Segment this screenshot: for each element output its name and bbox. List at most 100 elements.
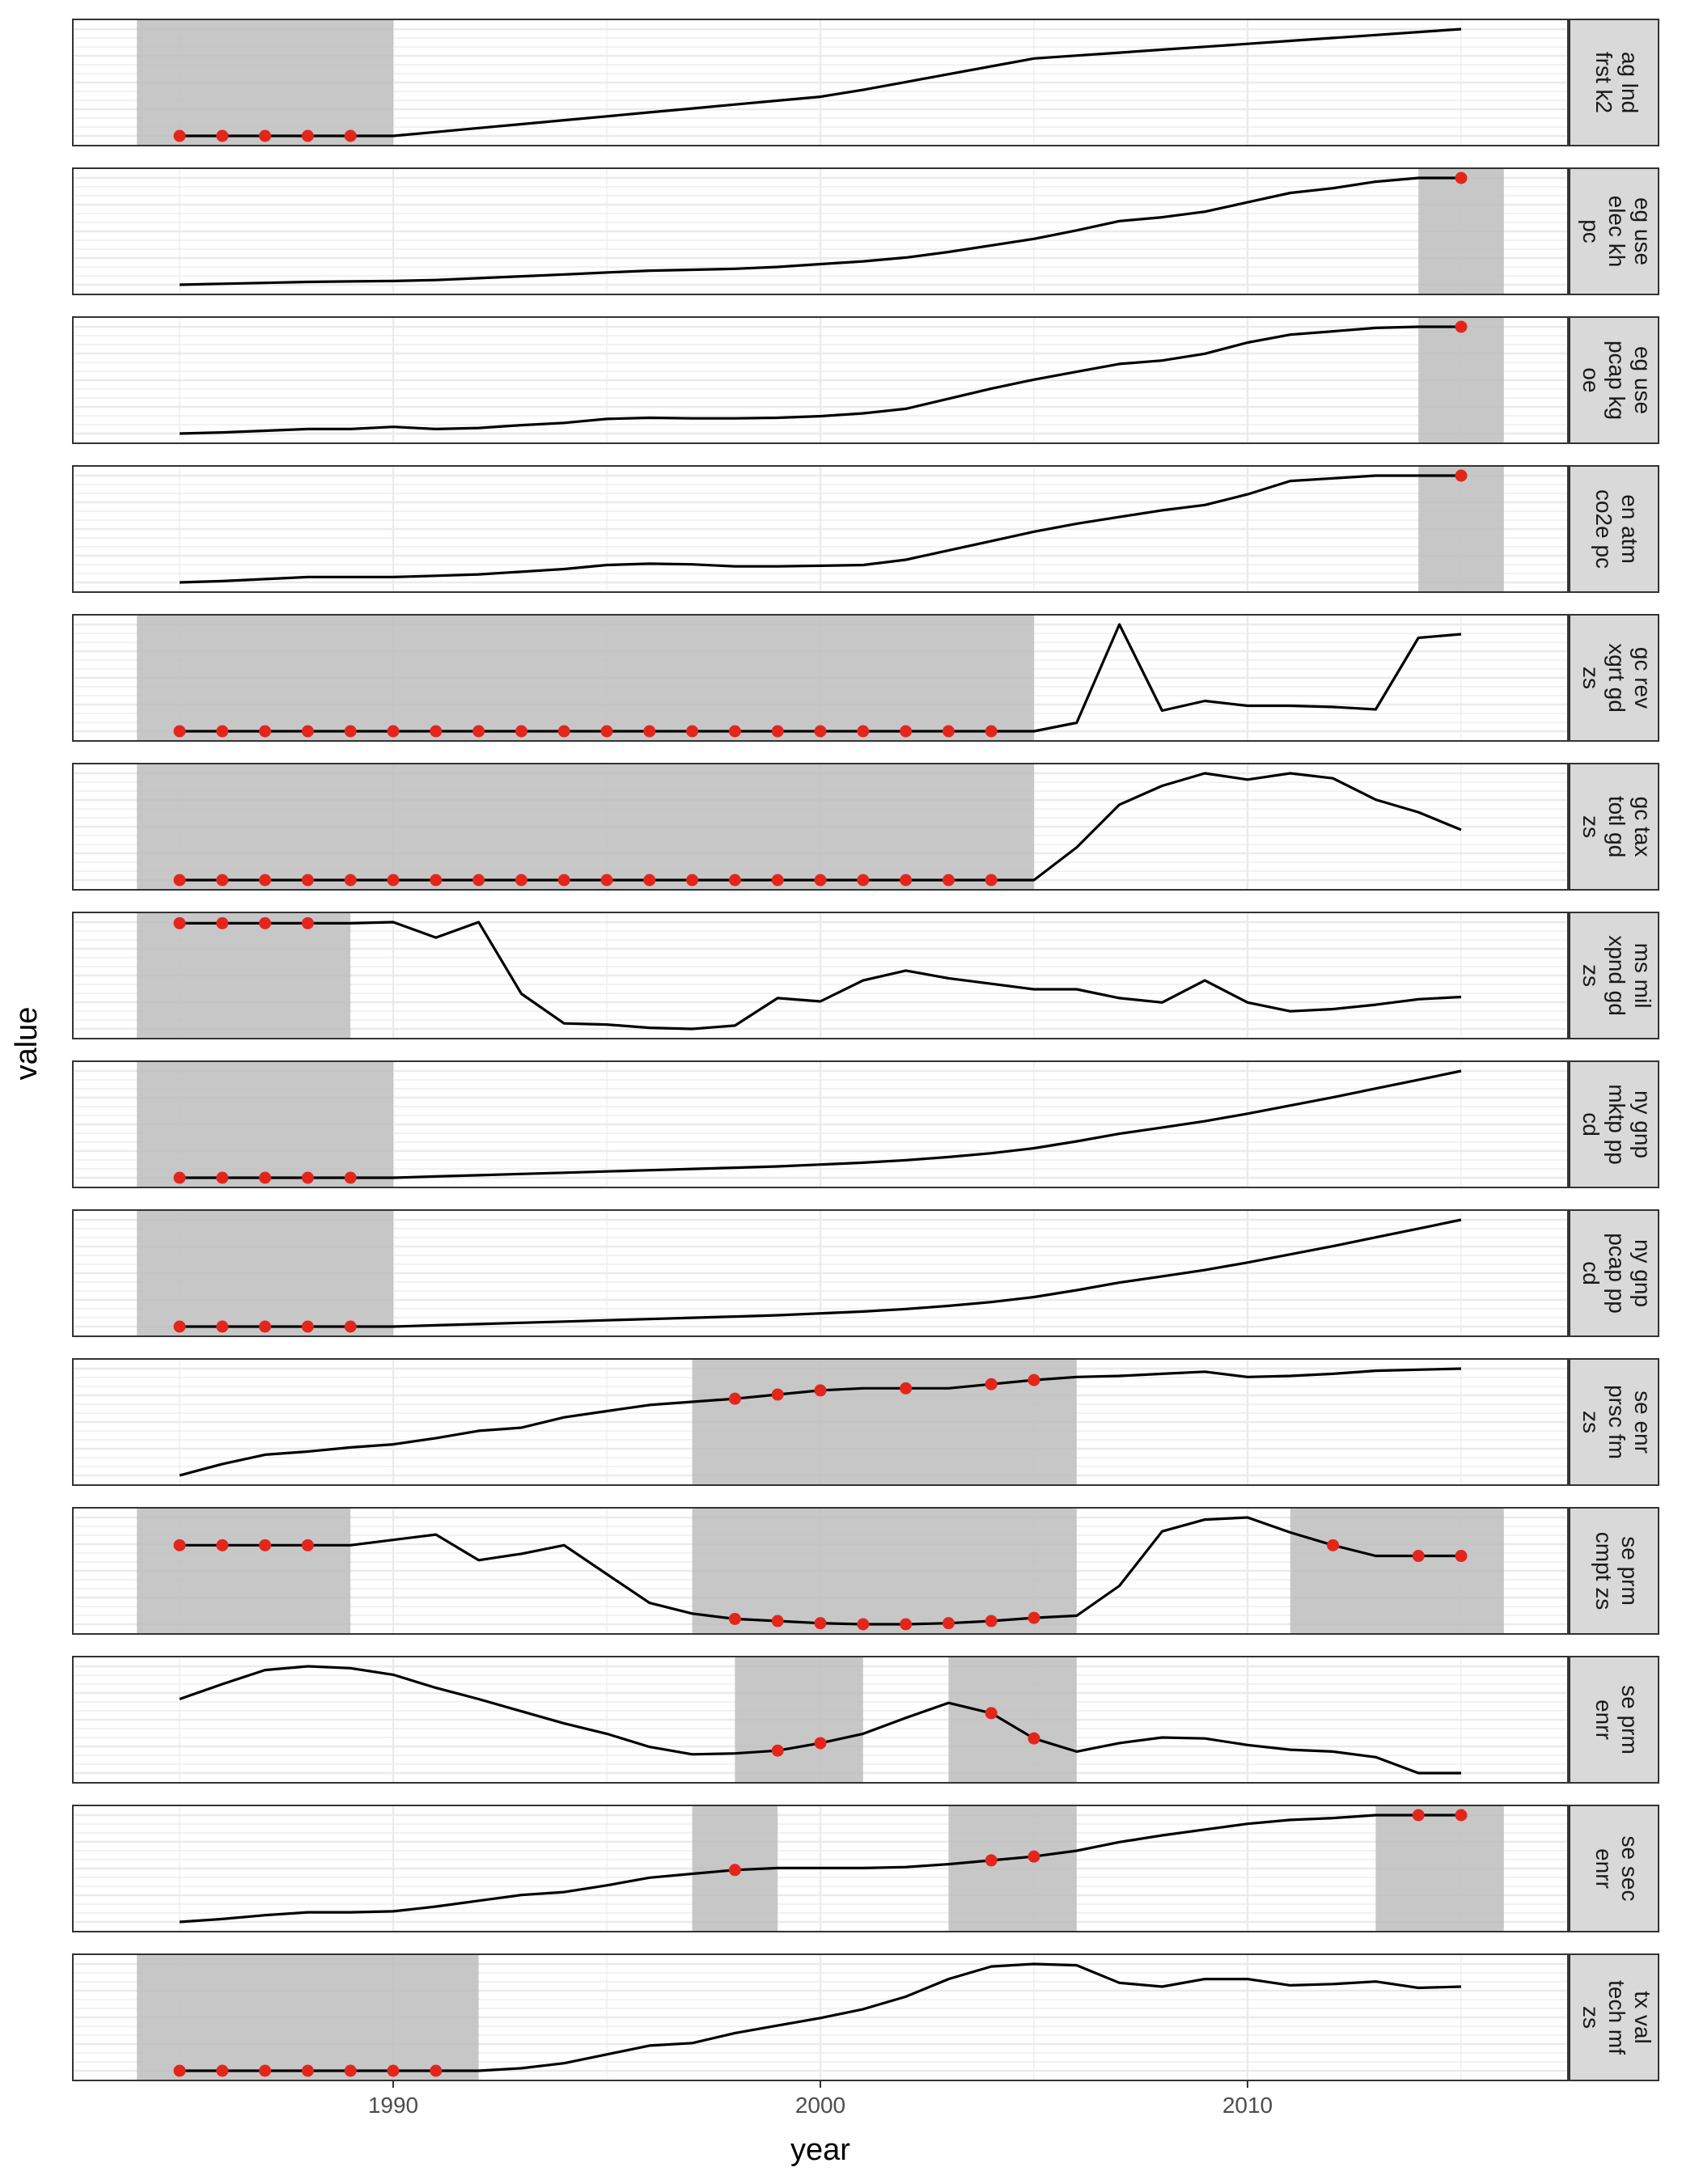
data-point [557, 725, 570, 738]
data-point [472, 725, 485, 738]
facet-strip-label-line: zs [1578, 964, 1604, 987]
y-axis-title: value [10, 1007, 44, 1081]
data-point [216, 1320, 229, 1333]
data-point [301, 1171, 314, 1184]
facet-strip-label-line: gc rev [1630, 647, 1655, 709]
facet-strip [1569, 1656, 1659, 1784]
data-point [515, 874, 527, 887]
facet-strip-label-line: pcap pp [1604, 1233, 1629, 1314]
data-point [301, 1539, 314, 1551]
facet-strip-label-line: co2e pc [1591, 489, 1616, 569]
facet-strip-label: se secenrr [1591, 1836, 1642, 1902]
data-point [1455, 171, 1468, 184]
panel-border [72, 1209, 1569, 1337]
facet-strip-label-line: cmpt zs [1591, 1532, 1616, 1610]
highlight-range [137, 912, 351, 1039]
facet-strip-label-line: gc tax [1630, 797, 1655, 857]
data-point [173, 874, 186, 887]
series-line [179, 325, 1461, 435]
data-point [1455, 1550, 1468, 1563]
data-point [515, 725, 527, 738]
facet-strip-label-line: enrr [1591, 1848, 1616, 1889]
data-point [643, 725, 656, 738]
data-point [728, 1612, 741, 1625]
facet-panel: gc taxtotl gdzs [72, 763, 1659, 891]
facet-panel: eg usepcap kgoe [72, 316, 1659, 444]
facet-strip [1569, 1358, 1659, 1486]
data-point [216, 2064, 229, 2077]
data-point [1027, 1373, 1040, 1386]
facet-strip [1569, 1805, 1659, 1932]
data-point [1455, 1809, 1468, 1822]
highlight-range [137, 1508, 351, 1634]
data-point [900, 1618, 913, 1631]
facet-panel: ms milxpnd gdzs [72, 912, 1659, 1039]
highlight-range [137, 1210, 393, 1336]
highlight-range [137, 1061, 393, 1187]
panel-border [72, 167, 1569, 295]
data-point [430, 874, 443, 887]
facet-strip-label-line: enrr [1591, 1699, 1616, 1740]
facet-strip [1569, 19, 1659, 146]
facet-strip-label: se prmenrr [1591, 1685, 1642, 1754]
data-point [985, 1854, 998, 1867]
data-point [728, 725, 741, 738]
facet-strip-label: se enrprsc fmzs [1578, 1385, 1655, 1459]
data-point [600, 725, 613, 738]
data-point [173, 2064, 186, 2077]
highlight-range [692, 1508, 1077, 1634]
data-point [1027, 1850, 1040, 1863]
data-point [557, 874, 570, 887]
data-point [600, 874, 613, 887]
data-point [814, 1737, 827, 1750]
facet-strip-label-line: totl gd [1604, 796, 1629, 857]
highlight-range [1375, 1805, 1504, 1932]
facet-strip-label-line: en atm [1617, 494, 1642, 564]
data-point [942, 725, 955, 738]
series-line [179, 1814, 1461, 1924]
data-point [216, 916, 229, 929]
facet-strip-label: gc taxtotl gdzs [1578, 796, 1655, 857]
panel-border [72, 465, 1569, 593]
facet-panel: ny gnpmktp ppcd [72, 1060, 1659, 1188]
data-point [344, 1320, 357, 1333]
data-point [942, 1617, 955, 1630]
facet-strip [1569, 167, 1659, 295]
data-point [771, 874, 784, 887]
data-point [344, 725, 357, 738]
facet-strip-label-line: mktp pp [1604, 1084, 1629, 1165]
data-point [771, 725, 784, 738]
data-point [387, 2064, 400, 2077]
facet-panel: ny gnppcap ppcd [72, 1209, 1659, 1337]
x-axis: 1990 2000 2010 [368, 2080, 1273, 2118]
highlight-range [948, 1805, 1077, 1932]
data-point [259, 2064, 272, 2077]
facet-panel: se prmcmpt zs [72, 1507, 1659, 1635]
facet-strip-label-line: ny gnp [1630, 1239, 1655, 1307]
facet-panel: se secenrr [72, 1805, 1659, 1932]
data-point [259, 1539, 272, 1551]
facet-strip [1569, 1953, 1659, 2081]
data-point [216, 129, 229, 142]
facet-strip-label-line: zs [1578, 815, 1604, 838]
facet-strip-label-line: pcap kg [1604, 341, 1629, 420]
highlight-range [948, 1657, 1077, 1783]
data-point [814, 725, 827, 738]
facet-strip-label-line: ag lnd [1617, 52, 1642, 113]
data-point [430, 2064, 443, 2077]
facet-strip-label-line: frst k2 [1591, 52, 1616, 113]
facet-strip-label: gc revxgrt gdzs [1578, 643, 1655, 713]
highlight-range [137, 1954, 479, 2080]
data-point [430, 725, 443, 738]
panel-border [72, 316, 1569, 444]
facet-strip [1569, 1507, 1659, 1635]
data-point [900, 874, 913, 887]
data-point [173, 1320, 186, 1333]
facet-strip-label-line: ny gnp [1630, 1090, 1655, 1158]
data-point [259, 129, 272, 142]
data-point [344, 1171, 357, 1184]
highlight-range [137, 615, 1035, 741]
panel-border [72, 1507, 1569, 1635]
data-point [1455, 320, 1468, 333]
data-point [301, 916, 314, 929]
